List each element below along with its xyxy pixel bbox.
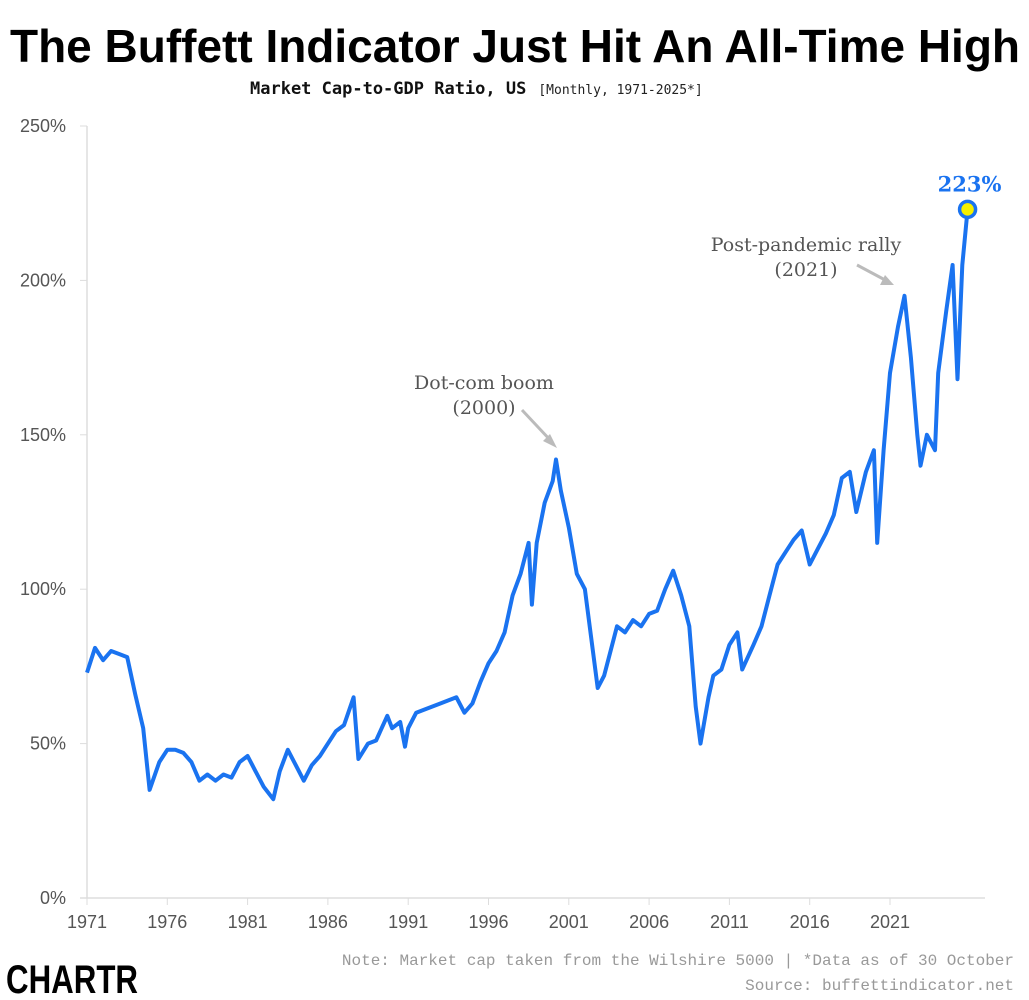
x-tick-label: 1986	[308, 912, 348, 932]
arrow-post-pandemic-head	[880, 275, 894, 285]
arrow-post-pandemic	[856, 263, 888, 283]
x-tick-label: 2001	[549, 912, 589, 932]
annotation-post-pandemic: Post-pandemic rally (2021)	[711, 234, 902, 281]
x-tick-label: 2021	[870, 912, 910, 932]
arrow-dotcom	[520, 408, 554, 444]
series-line	[85, 209, 970, 802]
y-tick-label: 200%	[20, 270, 66, 290]
x-tick-label: 2011	[710, 912, 749, 932]
plot-area	[85, 199, 978, 802]
x-tick-label: 2016	[790, 912, 830, 932]
footer-source: Source: buffettindicator.net	[745, 977, 1014, 995]
annotations: Dot-com boom (2000) Post-pandemic rally (20…	[414, 171, 1002, 448]
y-tick-label: 150%	[20, 425, 66, 445]
chart-subtitle: Market Cap-to-GDP Ratio, US [Monthly, 19…	[250, 79, 703, 99]
subtitle-main: Market Cap-to-GDP Ratio, US	[250, 79, 526, 99]
x-tick-label: 1971	[67, 912, 107, 932]
subtitle-bracket: [Monthly, 1971-2025*]	[538, 83, 702, 98]
arrow-dotcom-head	[543, 434, 557, 448]
footer-note: Note: Market cap taken from the Wilshire…	[342, 952, 1014, 970]
y-tick-label: 100%	[20, 579, 66, 599]
x-tick-label: 2006	[629, 912, 669, 932]
y-tick-label: 250%	[20, 116, 66, 136]
axes: 0% 50% 100% 150% 200% 250% 1971 1976 1981 1986 199…	[20, 116, 985, 932]
x-tick-label: 1996	[468, 912, 508, 932]
x-tick-label: 1991	[388, 912, 428, 932]
chart-title: The Buffett Indicator Just Hit An All-Ti…	[10, 20, 1020, 72]
latest-value-label: 223%	[938, 171, 1002, 196]
x-tick-label: 1981	[228, 912, 268, 932]
latest-marker	[957, 199, 978, 220]
y-tick-label: 50%	[30, 734, 66, 754]
x-tick-label: 1976	[147, 912, 187, 932]
chartr-logo: CHARTR	[6, 958, 138, 1000]
annotation-dotcom: Dot-com boom (2000)	[414, 372, 554, 419]
y-tick-label: 0%	[40, 888, 66, 908]
